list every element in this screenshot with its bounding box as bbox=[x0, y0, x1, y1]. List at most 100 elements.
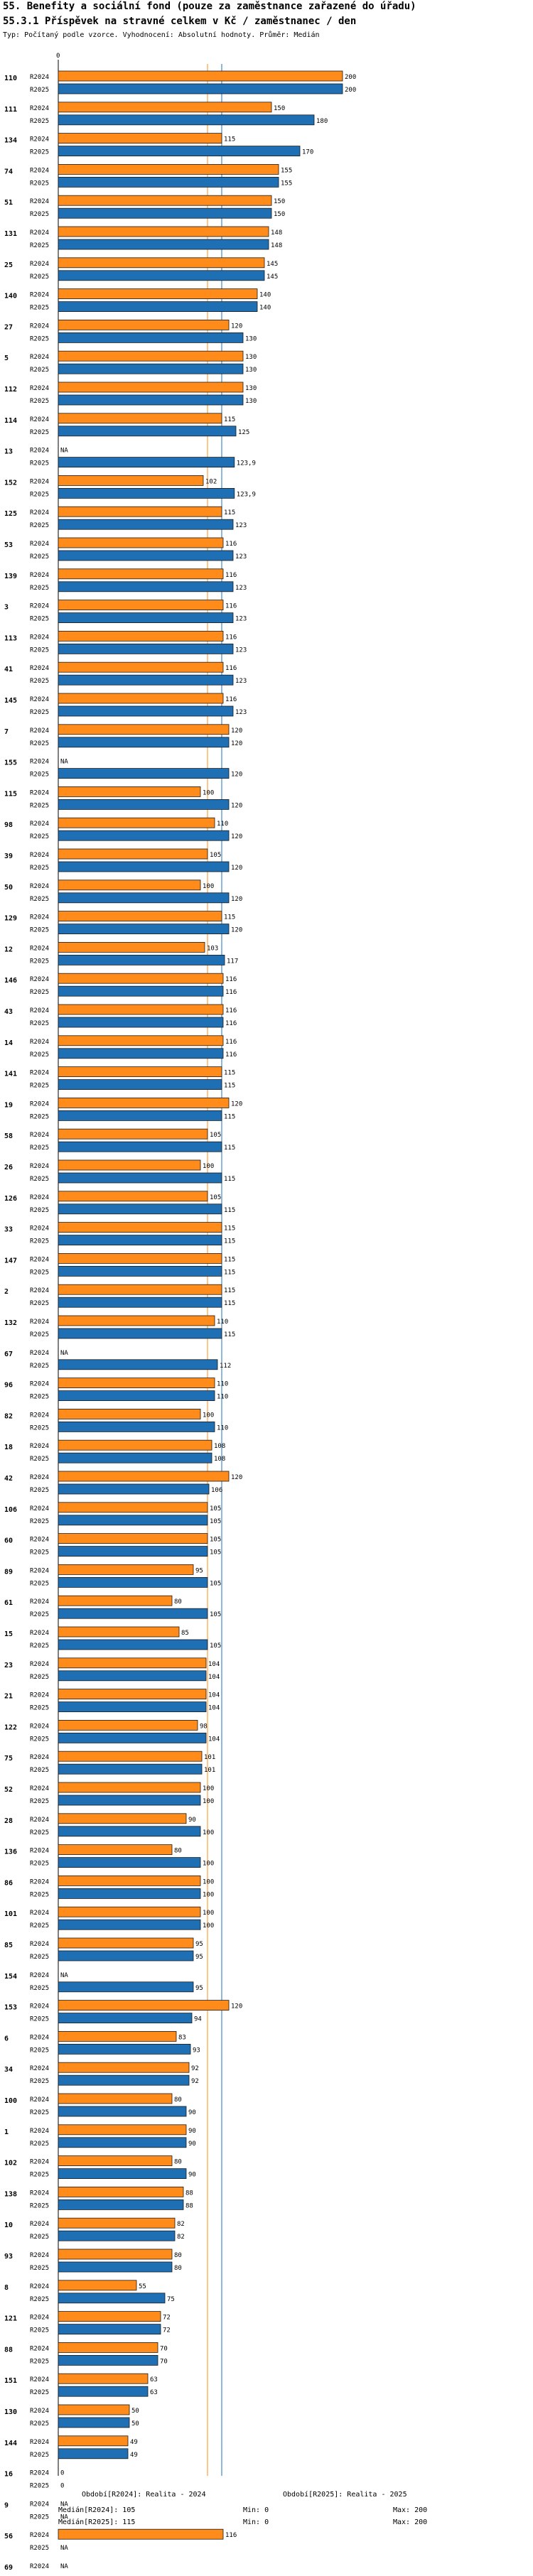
series-label-r2025: R2025 bbox=[30, 802, 49, 809]
series-label-r2024: R2024 bbox=[30, 2034, 49, 2041]
data-label-r2024: 155 bbox=[281, 167, 292, 174]
category-label: 98 bbox=[4, 821, 13, 829]
category-label: 75 bbox=[4, 1755, 13, 1763]
series-label-r2024: R2024 bbox=[30, 2376, 49, 2383]
data-label-r2025: 116 bbox=[225, 989, 237, 996]
data-label-r2024: 116 bbox=[225, 1007, 237, 1014]
data-label-r2024: 104 bbox=[208, 1692, 220, 1699]
bar-r2024 bbox=[58, 226, 269, 237]
bar-r2025 bbox=[58, 2293, 166, 2304]
category-label: 139 bbox=[4, 573, 17, 580]
series-label-r2025: R2025 bbox=[30, 2483, 49, 2490]
data-label-r2024: 148 bbox=[271, 229, 282, 237]
data-label-r2024: NA bbox=[60, 448, 68, 455]
bar-r2025 bbox=[58, 1795, 201, 1806]
category-label: 129 bbox=[4, 915, 17, 923]
data-label-r2025: 80 bbox=[174, 2265, 182, 2272]
bar-r2025 bbox=[58, 1079, 222, 1090]
data-label-r2025: 123 bbox=[235, 553, 247, 561]
bar-r2024 bbox=[58, 2342, 158, 2353]
series-label-r2024: R2024 bbox=[30, 727, 49, 735]
bar-r2025 bbox=[58, 1422, 215, 1432]
bar-r2024 bbox=[58, 1315, 215, 1326]
category-label: 67 bbox=[4, 1351, 13, 1358]
bar-r2025 bbox=[58, 146, 301, 157]
bar-r2024 bbox=[58, 319, 230, 330]
bar-r2025 bbox=[58, 426, 237, 437]
bar-r2024 bbox=[58, 1502, 208, 1513]
series-label-r2024: R2024 bbox=[30, 1381, 49, 1388]
bar-r2025 bbox=[58, 2354, 158, 2366]
data-label-r2024: 90 bbox=[188, 1817, 196, 1824]
bar-r2025 bbox=[58, 83, 343, 94]
category-label: 138 bbox=[4, 2190, 17, 2198]
bar-r2024 bbox=[58, 911, 222, 921]
bar-r2025 bbox=[58, 1857, 201, 1868]
data-label-r2024: 80 bbox=[174, 2159, 182, 2166]
bar-r2024 bbox=[58, 880, 201, 891]
bar-r2024 bbox=[58, 2093, 173, 2104]
bar-r2024 bbox=[58, 693, 224, 704]
data-label-r2024: 85 bbox=[181, 1630, 189, 1637]
min-2024-text: Min: 0 bbox=[243, 2506, 269, 2514]
category-label: 1 bbox=[4, 2128, 9, 2136]
series-label-r2024: R2024 bbox=[30, 1941, 49, 1948]
category-label: 101 bbox=[4, 1910, 17, 1918]
bar-r2024 bbox=[58, 724, 230, 735]
legend-period-2025: Období[R2025]: Realita - 2025 bbox=[283, 2491, 407, 2499]
bar-r2025 bbox=[58, 924, 230, 934]
bar-r2025 bbox=[58, 1981, 194, 1993]
data-label-r2024: 80 bbox=[174, 2252, 182, 2259]
series-label-r2024: R2024 bbox=[30, 1225, 49, 1233]
data-label-r2025: 120 bbox=[231, 865, 242, 872]
data-label-r2025: 90 bbox=[188, 2141, 196, 2148]
data-label-r2025: 100 bbox=[203, 1798, 214, 1805]
bar-r2024 bbox=[58, 1284, 222, 1295]
series-label-r2024: R2024 bbox=[30, 1630, 49, 1637]
bar-r2024 bbox=[58, 2155, 173, 2167]
series-label-r2025: R2025 bbox=[30, 398, 49, 405]
series-label-r2024: R2024 bbox=[30, 1537, 49, 1544]
x-axis-tick-label: 0 bbox=[56, 53, 60, 60]
category-label: 18 bbox=[4, 1444, 13, 1451]
series-label-r2025: R2025 bbox=[30, 274, 49, 281]
series-label-r2025: R2025 bbox=[30, 833, 49, 840]
data-label-r2024: 103 bbox=[207, 945, 218, 952]
data-label-r2024: 145 bbox=[266, 261, 278, 268]
series-label-r2024: R2024 bbox=[30, 634, 49, 641]
data-label-r2024: 120 bbox=[231, 323, 242, 330]
min-2025-text: Min: 0 bbox=[243, 2518, 269, 2526]
bar-r2024 bbox=[58, 2217, 176, 2229]
bar-r2024 bbox=[58, 1066, 222, 1077]
data-label-r2024: 115 bbox=[224, 1287, 235, 1294]
bar-r2025 bbox=[58, 1172, 222, 1184]
bar-r2024 bbox=[58, 1844, 173, 1856]
data-label-r2024: 115 bbox=[224, 1070, 235, 1077]
category-label: 82 bbox=[4, 1412, 13, 1420]
data-label-r2024: 116 bbox=[225, 1039, 237, 1046]
series-label-r2025: R2025 bbox=[30, 2047, 49, 2054]
bar-r2024 bbox=[58, 2373, 149, 2384]
bar-r2024 bbox=[58, 537, 224, 548]
series-label-r2025: R2025 bbox=[30, 616, 49, 623]
data-label-r2024: 130 bbox=[245, 354, 257, 361]
data-label-r2025: 105 bbox=[210, 1611, 221, 1618]
bar-r2024 bbox=[58, 2311, 161, 2322]
data-label-r2025: 105 bbox=[210, 1643, 221, 1650]
bar-r2025 bbox=[58, 830, 230, 841]
data-label-r2024: NA bbox=[60, 2563, 68, 2570]
series-label-r2024: R2024 bbox=[30, 292, 49, 299]
bar-r2025 bbox=[58, 955, 225, 965]
series-label-r2024: R2024 bbox=[30, 1661, 49, 1668]
series-label-r2025: R2025 bbox=[30, 2420, 49, 2428]
bar-r2024 bbox=[58, 1937, 194, 1949]
data-label-r2024: 88 bbox=[185, 2190, 193, 2197]
bar-r2025 bbox=[58, 1452, 212, 1463]
data-label-r2025: 150 bbox=[274, 211, 285, 218]
bar-r2024 bbox=[58, 1719, 198, 1731]
bar-r2024 bbox=[58, 1750, 203, 1762]
category-label: 9 bbox=[4, 2501, 9, 2509]
bar-r2025 bbox=[58, 612, 234, 623]
category-label: 145 bbox=[4, 697, 17, 705]
bar-r2025 bbox=[58, 2199, 184, 2210]
